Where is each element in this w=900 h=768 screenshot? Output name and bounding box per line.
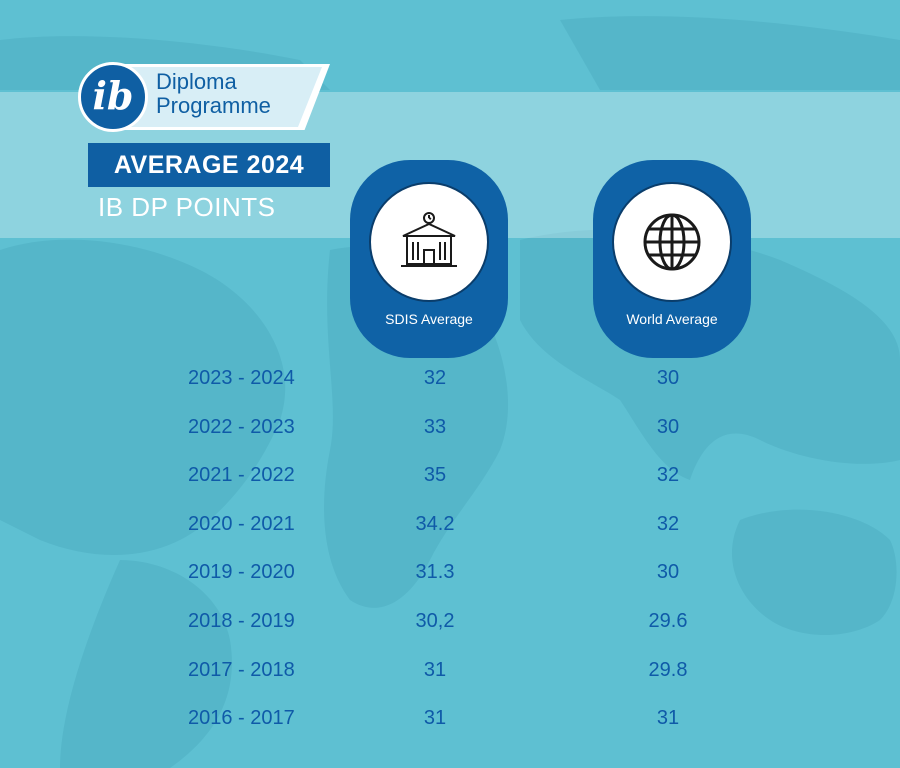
page-title: AVERAGE 2024 bbox=[88, 143, 330, 187]
table-row: 2017 - 2018 31 29.8 bbox=[0, 655, 900, 685]
ib-diploma-logo: ib Diploma Programme bbox=[78, 62, 330, 134]
world-value: 30 bbox=[656, 415, 680, 438]
table-row: 2016 - 2017 31 31 bbox=[0, 703, 900, 733]
world-value: 29.8 bbox=[648, 658, 688, 681]
globe-icon bbox=[612, 182, 732, 302]
page-subtitle: IB DP POINTS bbox=[98, 192, 276, 222]
world-value: 32 bbox=[656, 464, 680, 487]
table-row: 2022 - 2023 33 30 bbox=[0, 412, 900, 442]
year-label: 2017 - 2018 bbox=[188, 658, 295, 681]
school-building-icon bbox=[369, 182, 489, 302]
sdis-value: 31 bbox=[423, 707, 447, 730]
year-label: 2020 - 2021 bbox=[188, 512, 295, 535]
world-value: 32 bbox=[656, 512, 680, 535]
year-label: 2022 - 2023 bbox=[188, 415, 295, 438]
sdis-value: 32 bbox=[423, 367, 447, 389]
ib-logo-icon: ib bbox=[78, 62, 148, 132]
world-value: 31 bbox=[656, 707, 680, 730]
year-label: 2023 - 2024 bbox=[188, 367, 295, 389]
sdis-value: 35 bbox=[423, 464, 447, 487]
year-label: 2018 - 2019 bbox=[188, 610, 295, 632]
logo-ribbon-inner bbox=[122, 67, 322, 127]
world-value: 29.6 bbox=[648, 610, 688, 632]
world-average-label: World Average bbox=[626, 311, 718, 327]
sdis-value: 31.3 bbox=[415, 561, 455, 584]
sdis-average-label: SDIS Average bbox=[385, 311, 473, 327]
sdis-value: 33 bbox=[423, 415, 447, 438]
year-label: 2021 - 2022 bbox=[188, 464, 295, 487]
table-row: 2018 - 2019 30,2 29.6 bbox=[0, 606, 900, 636]
world-value: 30 bbox=[656, 561, 680, 584]
table-row: 2019 - 2020 31.3 30 bbox=[0, 557, 900, 587]
sdis-value: 34.2 bbox=[415, 512, 455, 535]
table-row: 2023 - 2024 32 30 bbox=[0, 363, 900, 393]
logo-line-2: Programme bbox=[156, 93, 271, 118]
logo-line-1: Diploma bbox=[156, 69, 237, 94]
logo-text: Diploma Programme bbox=[156, 70, 271, 118]
table-row: 2020 - 2021 34.2 32 bbox=[0, 509, 900, 539]
world-value: 30 bbox=[656, 367, 680, 389]
year-label: 2016 - 2017 bbox=[188, 707, 295, 730]
sdis-value: 30,2 bbox=[415, 610, 455, 632]
table-row: 2021 - 2022 35 32 bbox=[0, 460, 900, 490]
sdis-value: 31 bbox=[423, 658, 447, 681]
year-label: 2019 - 2020 bbox=[188, 561, 295, 584]
sdis-average-header: SDIS Average bbox=[350, 160, 508, 358]
world-average-header: World Average bbox=[593, 160, 751, 358]
